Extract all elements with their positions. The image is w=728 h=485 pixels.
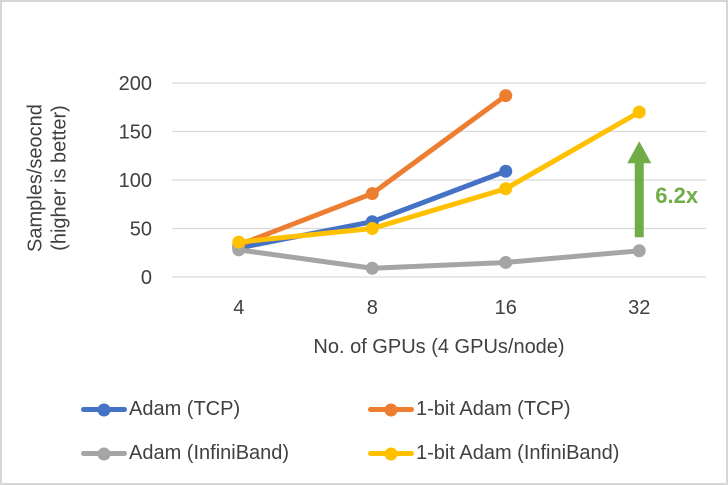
legend-item-1bit-adam-infiniband: 1-bit Adam (InfiniBand): [368, 440, 619, 467]
svg-text:4: 4: [233, 297, 244, 319]
legend-dot-icon: [97, 403, 111, 416]
x-axis-title: No. of GPUs (4 GPUs/node): [313, 336, 565, 358]
svg-text:32: 32: [628, 297, 650, 319]
svg-text:8: 8: [367, 297, 378, 319]
svg-text:150: 150: [119, 122, 152, 144]
y-axis-title: Samples/seocnd (higher is better): [24, 104, 71, 252]
data-point: [632, 244, 646, 258]
series-adam-infiniband: [232, 243, 646, 275]
legend-dot-icon: [384, 403, 398, 416]
data-point: [499, 164, 513, 178]
data-point: [499, 255, 513, 269]
data-point: [499, 182, 513, 196]
data-point: [232, 235, 246, 249]
speedup-arrow: [627, 141, 652, 238]
legend-label-1bit-adam-tcp: 1-bit Adam (TCP): [416, 398, 571, 420]
svg-text:0: 0: [141, 267, 152, 289]
data-point: [365, 261, 379, 275]
legend: Adam (TCP) 1-bit Adam (TCP) Adam (Infini…: [81, 396, 619, 467]
gridlines: [172, 82, 706, 278]
legend-marker-adam-infiniband: [81, 447, 127, 460]
series-1-bit-adam-infiniband: [232, 105, 646, 249]
svg-text:16: 16: [495, 297, 517, 319]
x-axis-tick-labels: 4 8 16 32: [233, 297, 650, 319]
data-point: [632, 105, 646, 119]
y-axis-title-line1: Samples/seocnd: [24, 104, 47, 252]
legend-dot-icon: [384, 447, 398, 460]
legend-item-adam-infiniband: Adam (InfiniBand): [81, 440, 368, 467]
legend-label-1bit-adam-infiniband: 1-bit Adam (InfiniBand): [416, 442, 620, 464]
speedup-annotation-label: 6.2x: [655, 183, 699, 209]
y-axis-title-line2: (higher is better): [48, 105, 70, 251]
legend-marker-1bit-adam-tcp: [368, 403, 414, 416]
legend-label-adam-tcp: Adam (TCP): [129, 398, 241, 420]
legend-marker-1bit-adam-infiniband: [368, 447, 414, 460]
svg-text:200: 200: [119, 73, 152, 95]
data-point: [499, 89, 513, 103]
data-point: [365, 187, 379, 201]
data-point: [365, 222, 379, 235]
svg-text:100: 100: [119, 170, 152, 192]
legend-marker-adam-tcp: [81, 403, 127, 416]
svg-text:50: 50: [130, 219, 152, 241]
legend-item-1bit-adam-tcp: 1-bit Adam (TCP): [368, 396, 619, 423]
legend-dot-icon: [97, 447, 111, 460]
legend-label-adam-infiniband: Adam (InfiniBand): [129, 442, 290, 464]
y-axis-tick-labels: 0 50 100 150 200: [119, 73, 152, 289]
legend-item-adam-tcp: Adam (TCP): [81, 396, 368, 423]
